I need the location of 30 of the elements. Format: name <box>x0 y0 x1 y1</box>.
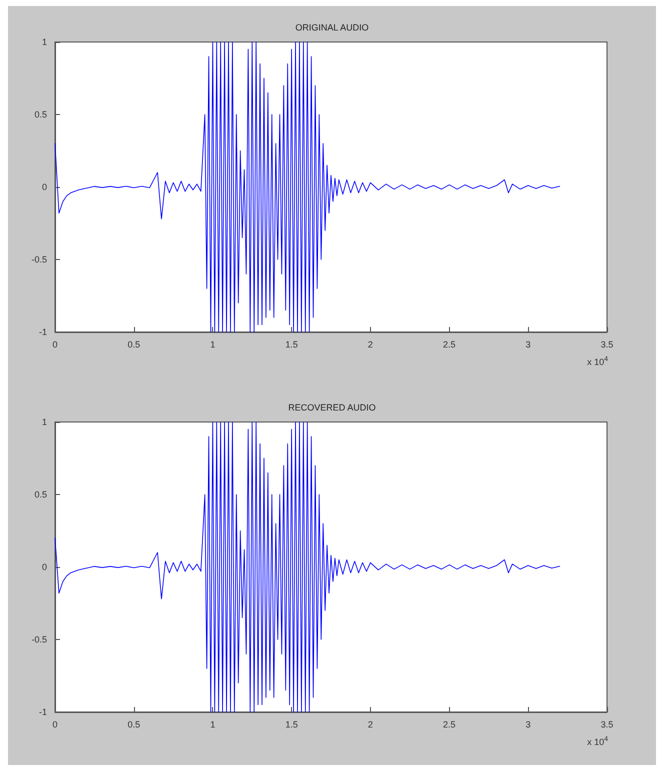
x-tick-label: 1 <box>210 340 216 350</box>
x-tick-label: 0.5 <box>128 720 140 730</box>
x-tick-label: 0.5 <box>128 340 140 350</box>
x-tick-label: 3.5 <box>600 340 614 350</box>
y-tick-label: -0.5 <box>31 254 47 264</box>
x-tick-label: 3 <box>526 340 531 350</box>
chart-title: ORIGINAL AUDIO <box>295 22 369 32</box>
x-axis-title: x 10$^{4}$ <box>587 356 608 367</box>
x-tick-label: 1.5 <box>285 720 298 730</box>
y-tick-label: 0.5 <box>34 490 47 500</box>
x-tick-label: 2 <box>368 720 373 730</box>
y-tick-label: -1 <box>38 707 47 717</box>
x-axis-title: x 10$^{4}$ <box>587 736 608 747</box>
y-tick-label: 0 <box>42 562 47 572</box>
x-tick-label: 3.5 <box>600 720 614 730</box>
x-tick-label: 0 <box>52 340 58 350</box>
y-tick-label: 1 <box>42 37 47 47</box>
x-tick-label: 1.5 <box>285 340 298 350</box>
y-tick-label: 1 <box>42 417 47 427</box>
x-tick-label: 3 <box>526 720 531 730</box>
y-tick-label: 0 <box>42 182 47 192</box>
x-tick-label: 2.5 <box>443 340 456 350</box>
y-tick-label: -0.5 <box>31 634 47 644</box>
x-tick-label: 1 <box>210 720 216 730</box>
x-tick-label: 0 <box>52 720 58 730</box>
y-tick-label: 0.5 <box>34 110 47 120</box>
y-tick-label: -1 <box>38 327 47 337</box>
chart-title: RECOVERED AUDIO <box>288 402 376 412</box>
x-tick-label: 2 <box>368 340 373 350</box>
x-tick-label: 2.5 <box>443 720 456 730</box>
